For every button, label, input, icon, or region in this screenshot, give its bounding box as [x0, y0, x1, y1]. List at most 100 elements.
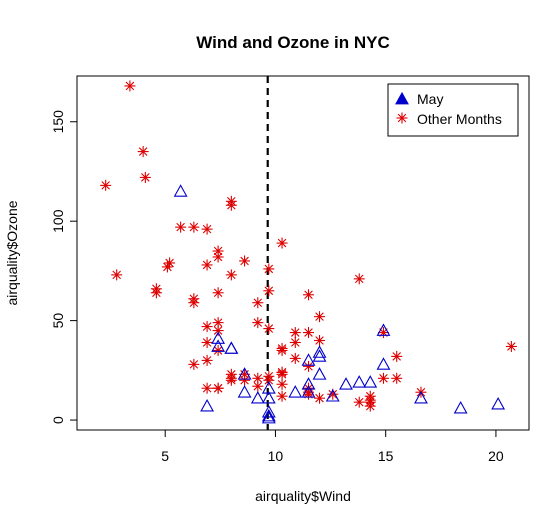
point-other-months — [212, 325, 224, 337]
point-may — [173, 184, 188, 197]
point-other-months — [139, 171, 151, 183]
point-may — [237, 385, 252, 398]
point-other-months — [289, 336, 301, 348]
point-other-months — [303, 327, 315, 339]
y-tick-label: 0 — [50, 416, 66, 424]
point-other-months — [314, 335, 326, 347]
y-axis-label: airquality$Ozone — [4, 200, 20, 305]
y-tick-label: 150 — [50, 110, 66, 134]
point-other-months — [212, 251, 224, 263]
point-other-months — [252, 380, 264, 392]
plot-frame — [76, 75, 530, 431]
point-other-months — [225, 374, 237, 386]
point-other-months — [225, 199, 237, 211]
point-other-months — [137, 146, 149, 158]
point-may — [312, 367, 327, 380]
y-tick-label: 100 — [50, 209, 66, 233]
point-other-months — [239, 255, 251, 267]
x-tick-label: 20 — [488, 448, 504, 464]
point-may — [261, 404, 276, 418]
point-may — [352, 375, 367, 388]
point-other-months — [111, 269, 123, 281]
point-may — [250, 391, 265, 404]
point-other-months — [150, 287, 162, 299]
legend-label-may: May — [417, 91, 443, 107]
point-other-months — [252, 372, 264, 384]
point-other-months — [263, 370, 275, 382]
point-other-months — [391, 372, 403, 384]
legend: May Other Months — [387, 83, 519, 137]
point-other-months — [353, 396, 365, 408]
point-other-months — [161, 261, 173, 273]
point-may — [339, 377, 353, 390]
point-may — [376, 357, 391, 370]
point-may — [200, 399, 215, 412]
point-may — [224, 341, 239, 354]
y-tick-label: 50 — [50, 313, 66, 329]
point-other-months — [225, 269, 237, 281]
point-other-months — [289, 352, 301, 364]
point-other-months — [364, 396, 376, 408]
point-may — [453, 400, 468, 414]
point-other-months — [201, 354, 213, 366]
point-other-months — [505, 340, 517, 352]
point-other-months — [377, 372, 389, 384]
y-axis: 0 50 100 150 — [50, 110, 77, 424]
point-other-months — [276, 368, 288, 380]
point-other-months — [391, 350, 403, 362]
point-other-months — [212, 344, 224, 356]
point-other-months — [263, 263, 275, 275]
x-tick-label: 15 — [378, 448, 394, 464]
point-may — [363, 375, 378, 388]
point-may — [376, 323, 391, 336]
point-may — [237, 367, 252, 380]
x-tick-label: 5 — [161, 448, 169, 464]
point-other-months — [201, 259, 213, 271]
point-may — [491, 397, 506, 410]
point-other-months — [276, 390, 288, 402]
point-may — [288, 385, 303, 398]
legend-box — [387, 83, 519, 137]
point-other-months — [289, 327, 301, 339]
legend-triangle — [395, 91, 409, 105]
point-may — [414, 391, 428, 404]
point-other-months — [276, 344, 288, 356]
point-other-months — [212, 382, 224, 394]
point-other-months — [314, 311, 326, 323]
x-axis: 5 10 15 20 — [161, 430, 504, 464]
point-other-months — [212, 287, 224, 299]
point-other-months — [188, 297, 200, 309]
point-other-months — [314, 392, 326, 404]
point-other-months — [263, 323, 275, 335]
point-may — [312, 349, 327, 362]
point-other-months — [188, 358, 200, 370]
point-other-months — [100, 179, 112, 191]
point-other-months — [276, 237, 288, 249]
point-other-months — [252, 297, 264, 309]
point-may — [211, 339, 226, 352]
point-may — [261, 410, 276, 424]
point-may — [261, 391, 276, 404]
legend-asterisk — [396, 112, 408, 124]
point-other-months — [303, 360, 315, 372]
point-other-months — [252, 317, 264, 329]
point-other-months — [175, 221, 187, 233]
point-other-months — [201, 223, 213, 235]
point-other-months — [353, 273, 365, 285]
point-other-months — [201, 321, 213, 333]
point-may — [301, 353, 316, 366]
point-may — [301, 377, 316, 390]
x-axis-label: airquality$Wind — [255, 488, 351, 504]
point-other-months — [188, 221, 200, 233]
point-may — [211, 331, 226, 344]
point-other-months — [201, 336, 213, 348]
point-may — [312, 345, 327, 358]
point-other-months — [201, 382, 213, 394]
legend-label-other: Other Months — [417, 111, 502, 127]
legend-marker-other — [396, 112, 408, 124]
point-other-months — [303, 289, 315, 301]
point-other-months — [276, 378, 288, 390]
point-may — [301, 385, 316, 398]
x-tick-label: 10 — [268, 448, 284, 464]
